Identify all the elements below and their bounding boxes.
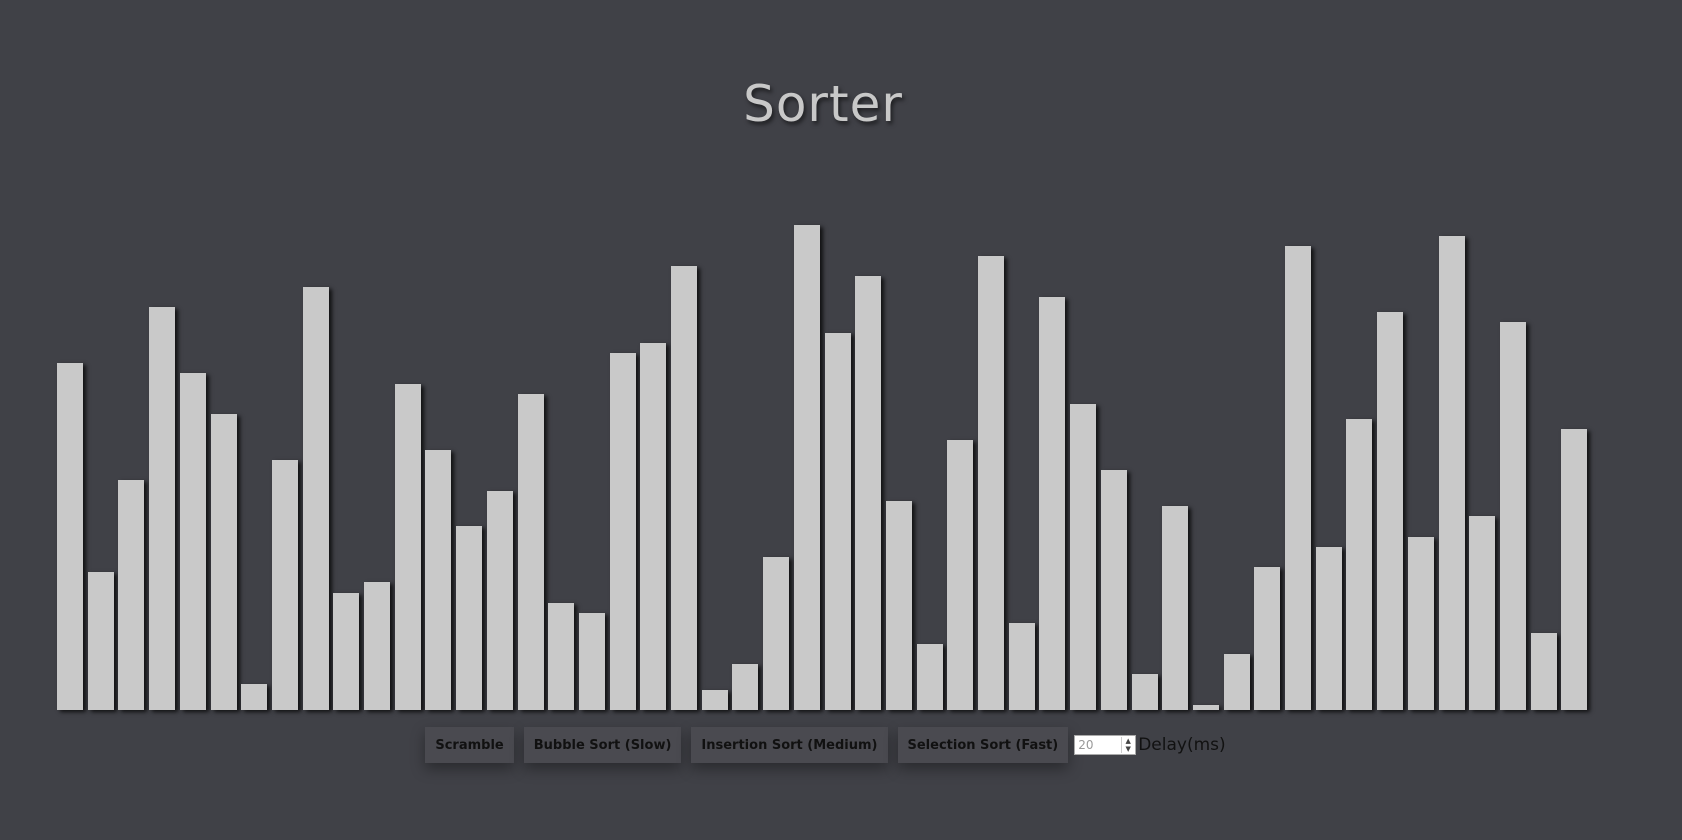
sort-bar [548,603,575,710]
sort-bar [87,572,114,710]
sort-bar [947,440,974,710]
sort-bar [1346,419,1373,710]
sort-bar [149,307,176,710]
sort-bar [1131,674,1158,710]
sort-bar [1070,404,1097,710]
sort-bar [271,460,298,710]
sort-bar [179,373,206,710]
sort-bar [1499,322,1526,710]
sort-bar [1162,506,1189,710]
sort-bar [118,480,145,710]
sort-bar [1438,236,1465,710]
sort-bar [1530,633,1557,710]
delay-input-wrapper: ▲ ▼ [1074,735,1137,755]
selection-sort-button[interactable]: Selection Sort (Fast) [897,727,1069,763]
delay-control: ▲ ▼ Delay(ms) [1074,735,1226,755]
sort-bar [885,501,912,710]
sort-bar [916,644,943,710]
sort-bar [824,333,851,710]
delay-input[interactable] [1075,736,1125,754]
controls-bar: Scramble Bubble Sort (Slow) Insertion So… [0,727,1646,763]
sort-bar [486,491,513,710]
sort-bar [1407,537,1434,710]
sort-bar [732,664,759,710]
sort-bar [855,276,882,710]
sort-bar [1377,312,1404,710]
delay-spinner[interactable]: ▲ ▼ [1121,737,1134,753]
sort-bar [1039,297,1066,710]
scramble-button[interactable]: Scramble [425,727,514,763]
sort-bar [394,384,421,710]
sort-bar [210,414,237,710]
sort-bar [425,450,452,710]
bubble-sort-button[interactable]: Bubble Sort (Slow) [523,727,682,763]
spin-up-icon[interactable]: ▲ [1125,737,1131,745]
sort-bar [241,684,268,710]
sort-bar [978,256,1004,710]
sort-bar [640,343,667,710]
sort-bar [517,394,544,710]
sort-bar [763,557,790,710]
sort-bar [1192,705,1219,710]
delay-label: Delay(ms) [1138,735,1226,755]
bar-chart [57,200,1590,710]
sort-bar [671,266,697,710]
sort-bar [333,593,360,710]
sort-bar [1008,623,1035,710]
sort-bar [1315,547,1342,710]
sort-bar [1254,567,1281,710]
sort-bar [364,582,390,710]
sort-bar [302,287,329,710]
spin-down-icon[interactable]: ▼ [1125,745,1131,753]
sort-bar [1469,516,1496,710]
sort-bar [609,353,636,710]
insertion-sort-button[interactable]: Insertion Sort (Medium) [691,727,888,763]
sort-bar [57,363,83,710]
sort-bar [1100,470,1127,710]
sort-bar [1285,246,1311,710]
sort-bar [1223,654,1250,710]
sort-bar [701,690,728,710]
sort-bar [1561,429,1588,710]
sort-bar [456,526,483,710]
sort-bar [793,225,820,710]
page-title: Sorter [743,75,903,133]
sort-bar [578,613,605,710]
